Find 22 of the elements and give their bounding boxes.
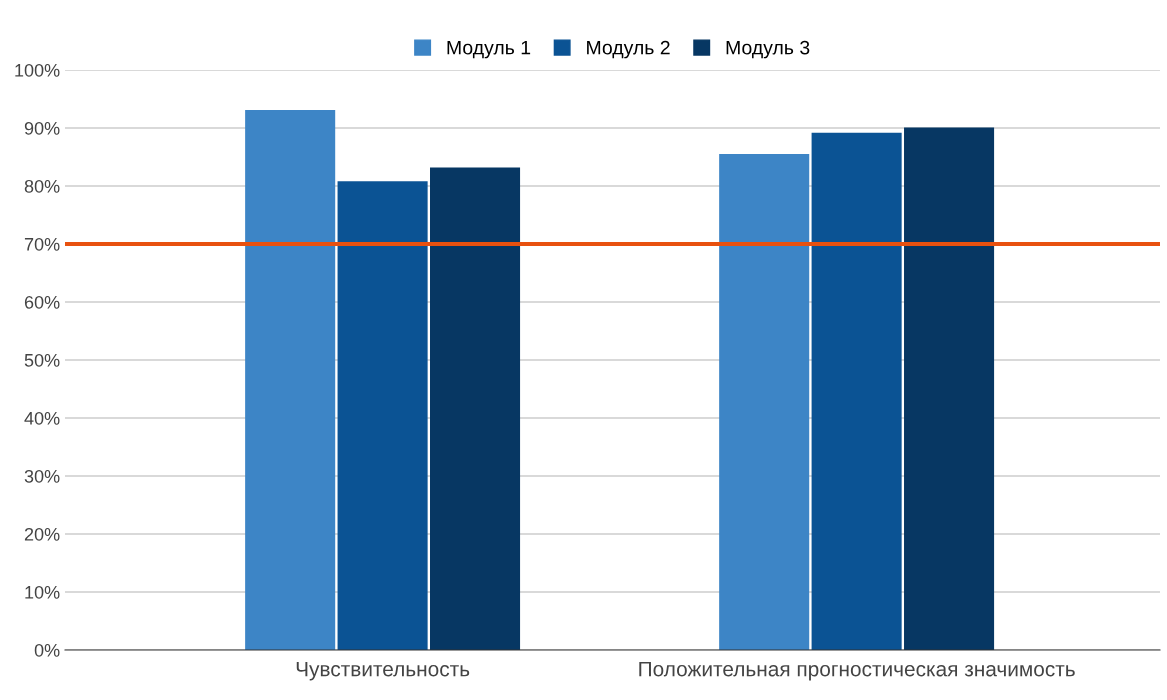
- y-tick-label: 0%: [34, 643, 60, 657]
- legend-label: Модуль 1: [447, 40, 531, 59]
- y-tick-label: 60%: [24, 295, 60, 309]
- legend-label: Модуль 2: [587, 40, 670, 59]
- y-tick-label: 70%: [24, 237, 60, 251]
- y-tick-label: 40%: [24, 411, 60, 425]
- bar: [430, 167, 521, 650]
- bar: [337, 181, 428, 650]
- bar: [719, 154, 810, 650]
- legend-label: Модуль 3: [726, 40, 810, 59]
- y-tick-label: 100%: [15, 63, 60, 77]
- y-tick-label: 50%: [24, 353, 60, 367]
- y-tick-label: 10%: [25, 585, 60, 599]
- bar: [245, 110, 336, 650]
- y-tick-label: 30%: [24, 469, 60, 483]
- y-tick-label: 90%: [24, 121, 60, 135]
- x-tick-label: Положительная прогностическая значимость: [639, 661, 1075, 681]
- bar: [811, 132, 902, 650]
- bar: [904, 127, 995, 650]
- y-tick-label: 20%: [24, 527, 60, 541]
- x-tick-label: Чувствительность: [296, 661, 470, 681]
- y-tick-label: 80%: [24, 179, 60, 193]
